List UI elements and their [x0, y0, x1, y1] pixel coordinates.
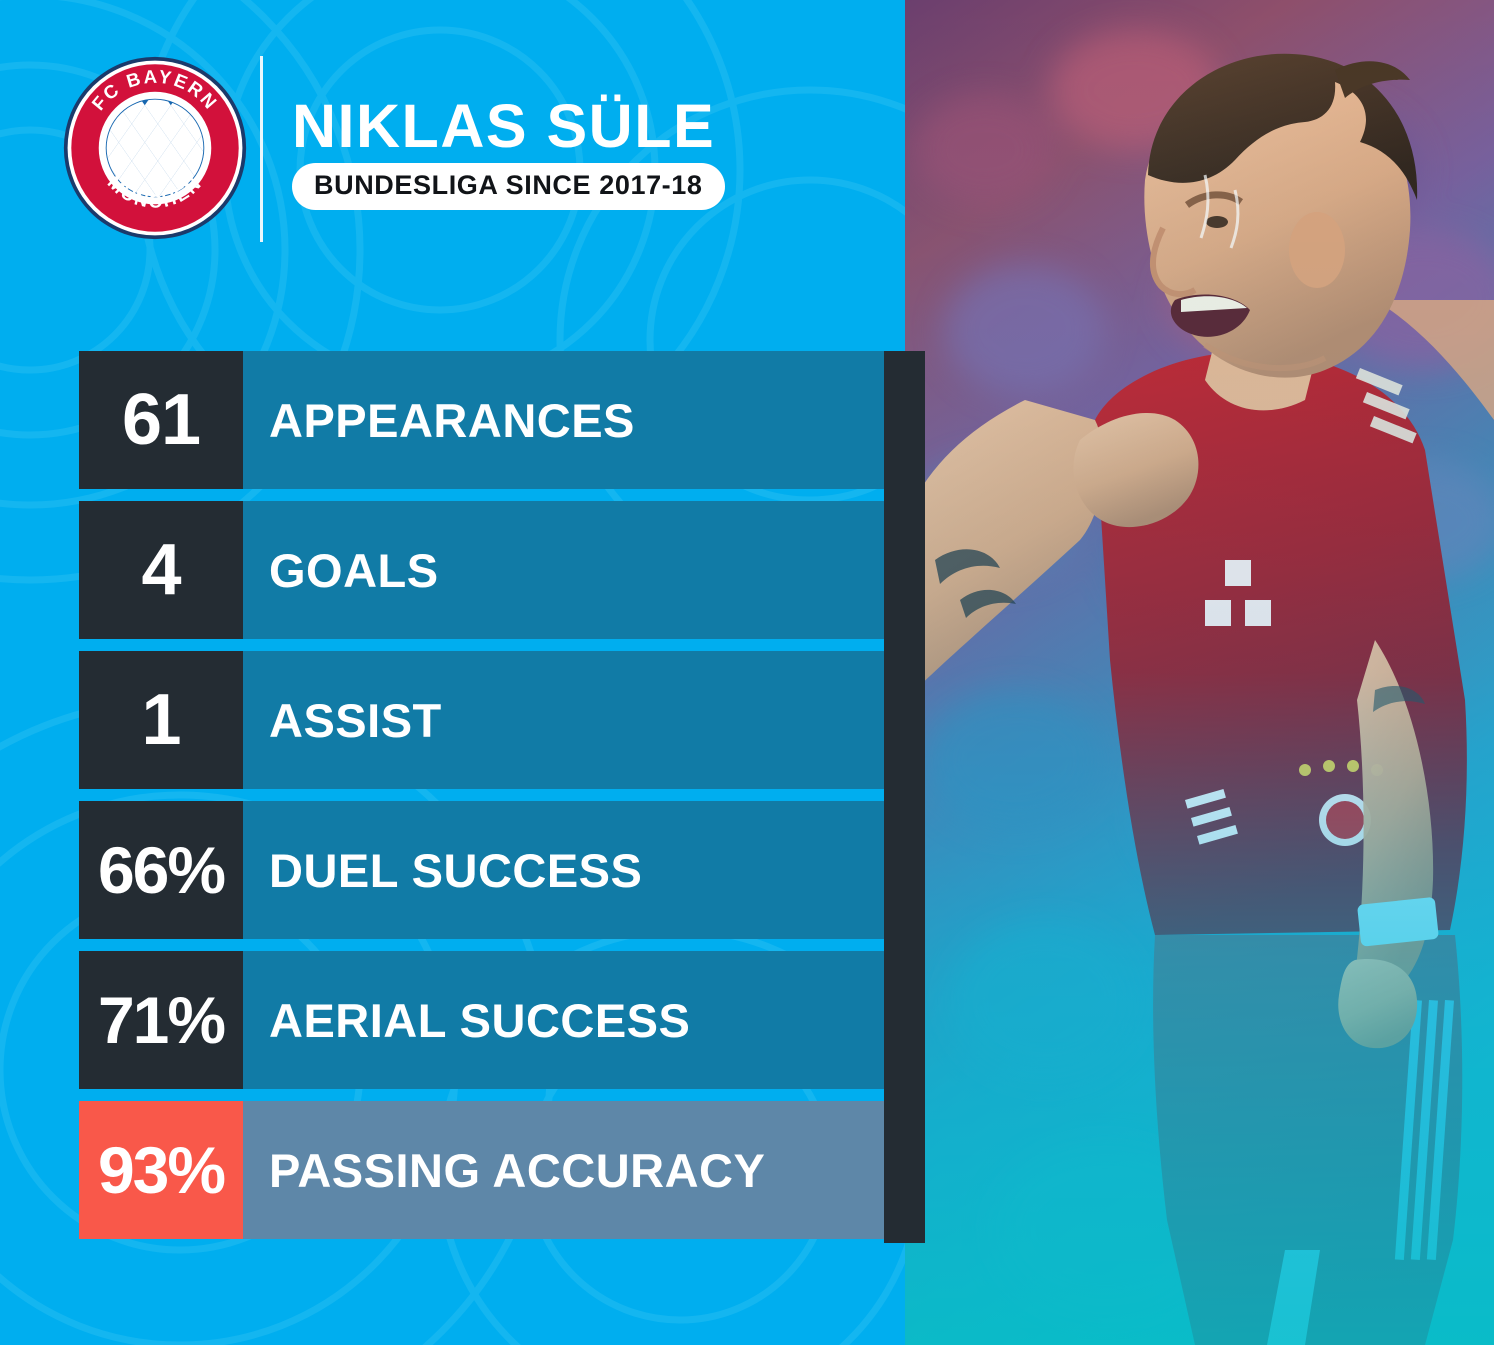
- stat-label: AERIAL SUCCESS: [269, 993, 691, 1047]
- fc-bayern-munchen-crest-icon: FC BAYERN MÜNCHEN: [62, 55, 248, 241]
- stats-panel: 61 APPEARANCES 4 GOALS 1 ASSIST 66% DUEL…: [79, 351, 925, 1243]
- stat-label: GOALS: [269, 543, 439, 597]
- panel-right-accent-bar: [884, 351, 925, 1243]
- stat-value-box: 4: [79, 501, 243, 639]
- page-title: NIKLAS SÜLE: [292, 92, 716, 160]
- stat-row: 61 APPEARANCES: [79, 351, 925, 489]
- competition-badge: BUNDESLIGA SINCE 2017-18: [292, 163, 725, 210]
- stat-row-highlight: 93% PASSING ACCURACY: [79, 1101, 925, 1239]
- stat-label: PASSING ACCURACY: [269, 1143, 766, 1197]
- stat-value-box: 66%: [79, 801, 243, 939]
- stat-value: 93%: [97, 1133, 226, 1207]
- stat-row: 71% AERIAL SUCCESS: [79, 951, 925, 1089]
- stat-label: ASSIST: [269, 693, 442, 747]
- stat-row: 4 GOALS: [79, 501, 925, 639]
- stat-value: 66%: [97, 833, 226, 907]
- stat-value: 61: [121, 380, 201, 460]
- stat-row: 66% DUEL SUCCESS: [79, 801, 925, 939]
- stat-value-box: 61: [79, 351, 243, 489]
- stat-value-box: 1: [79, 651, 243, 789]
- stat-value: 4: [141, 530, 181, 610]
- header-divider: [260, 56, 263, 242]
- stat-value-box: 71%: [79, 951, 243, 1089]
- header: FC BAYERN MÜNCHEN NIKLAS SÜLE BUNDESLIGA…: [0, 0, 905, 300]
- stat-value: 1: [141, 680, 181, 760]
- stat-row: 1 ASSIST: [79, 651, 925, 789]
- player-photo: [905, 0, 1494, 1345]
- stat-value: 71%: [97, 983, 226, 1057]
- stat-label: DUEL SUCCESS: [269, 843, 643, 897]
- stat-label: APPEARANCES: [269, 393, 635, 447]
- stat-value-box: 93%: [79, 1101, 243, 1239]
